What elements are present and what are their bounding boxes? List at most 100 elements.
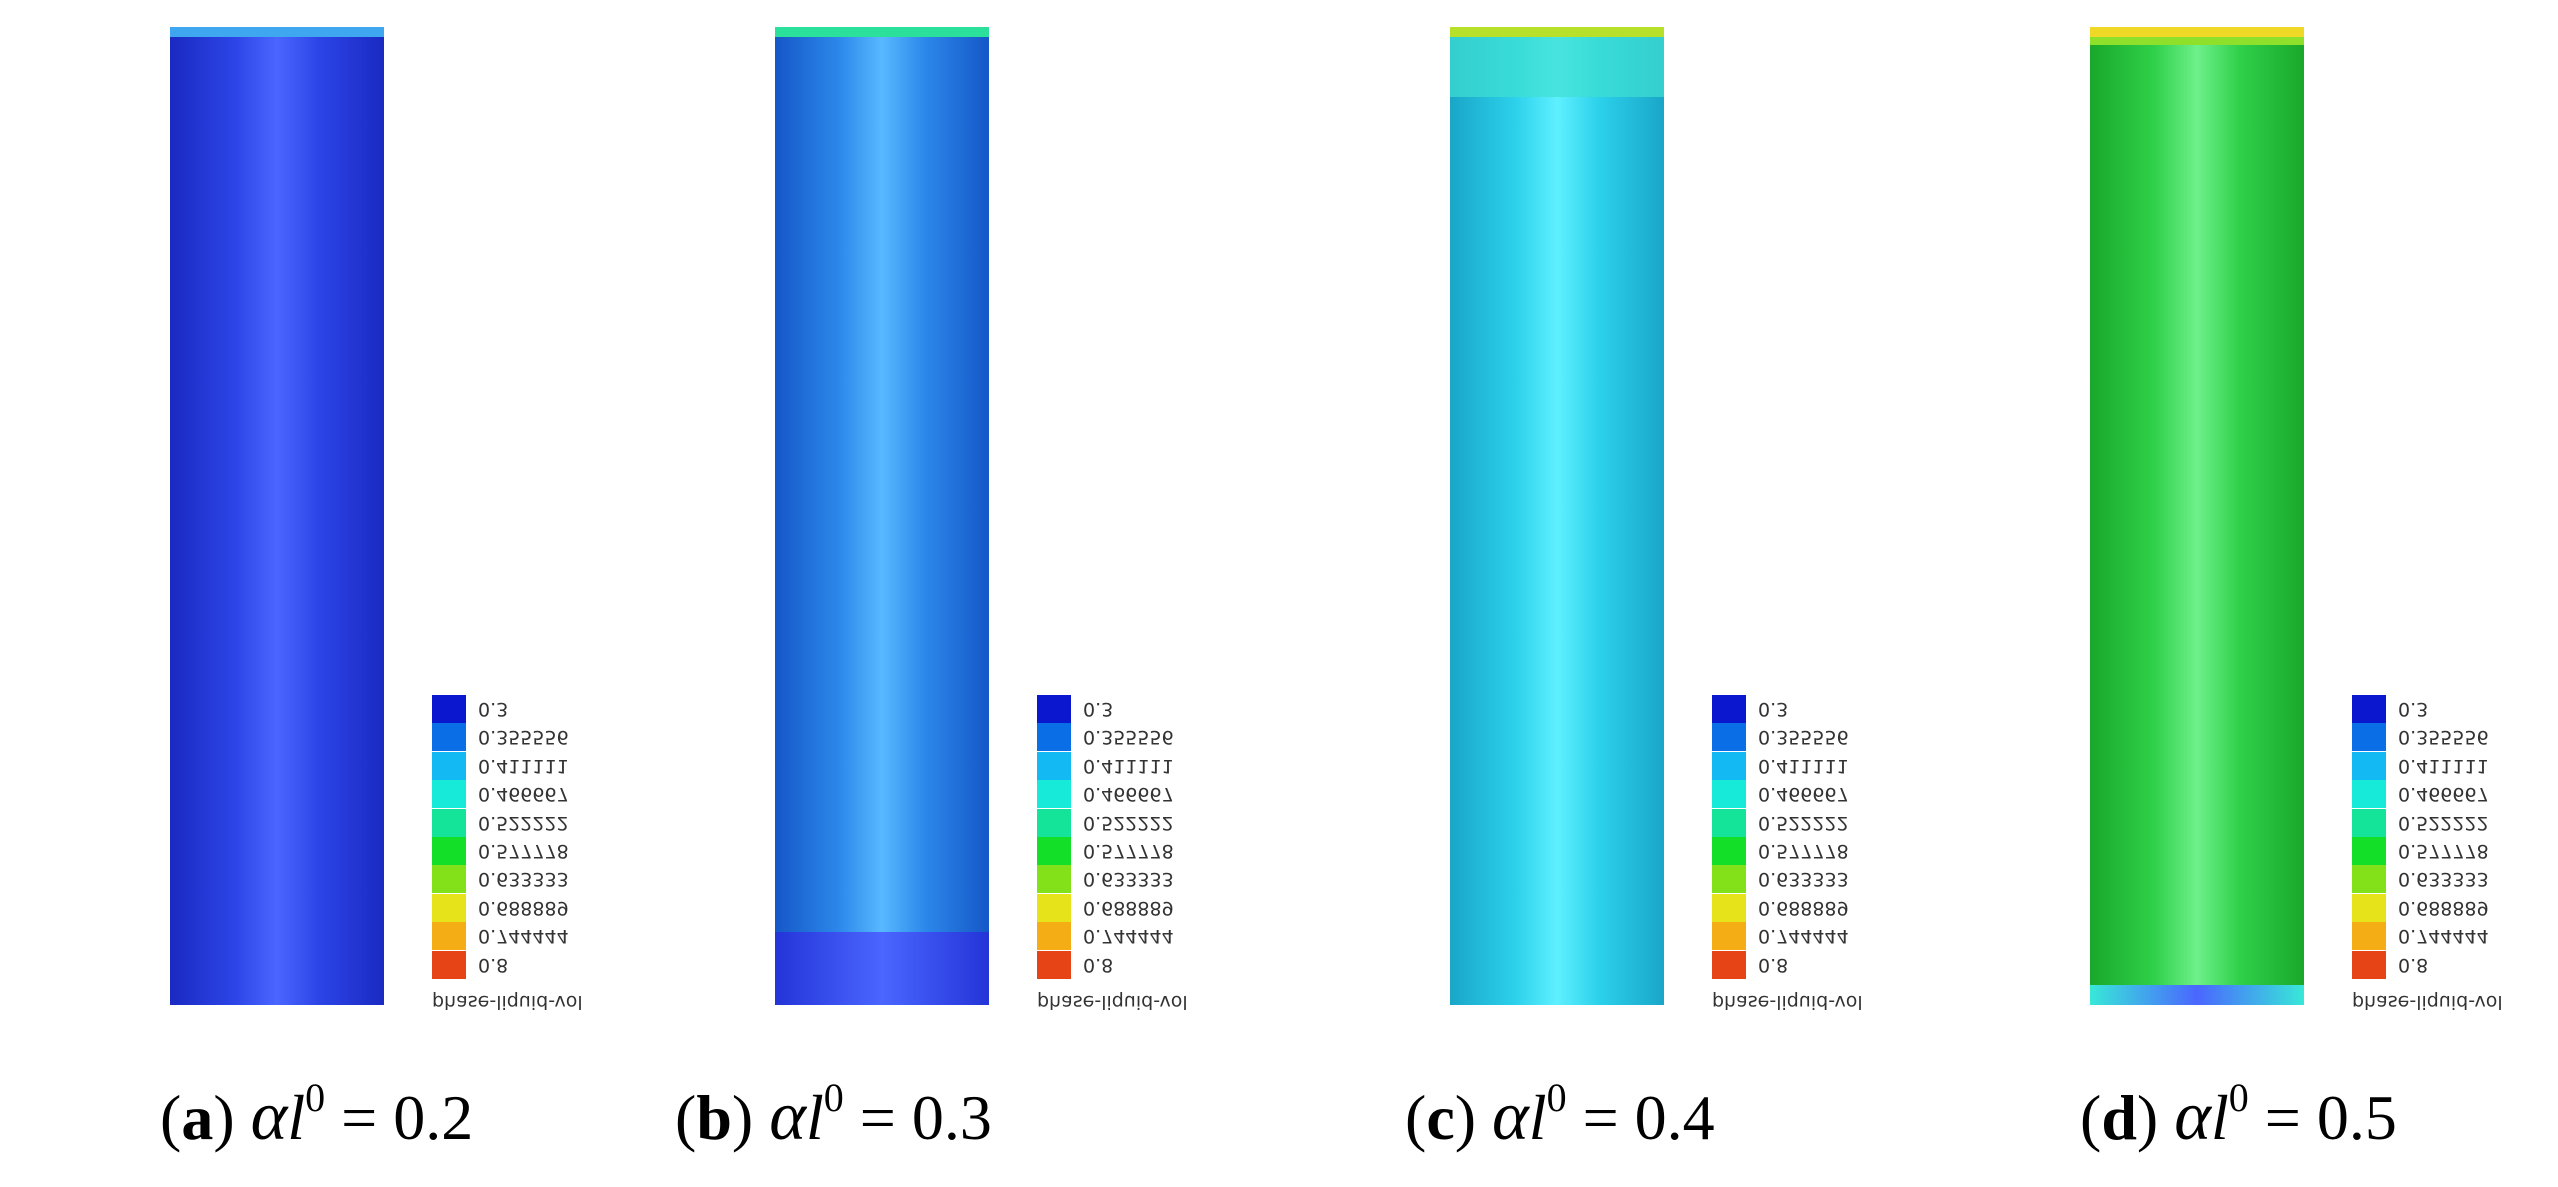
- legend-value: 0.577778: [1758, 839, 1849, 862]
- cylinder-contour: [775, 27, 989, 1005]
- legend-swatch: [1037, 808, 1071, 837]
- legend-swatch: [432, 922, 466, 951]
- legend-swatch: [2352, 950, 2386, 979]
- legend-swatch: [1037, 836, 1071, 865]
- legend-value: 0.411111: [478, 754, 569, 777]
- cylinder-body: [2090, 27, 2304, 1005]
- legend-value: 0.688889: [1083, 896, 1174, 919]
- legend-value: 0.633333: [1083, 868, 1174, 891]
- legend-swatch: [1712, 922, 1746, 951]
- cylinder-body: [170, 27, 384, 1005]
- legend-value: 0.466667: [1083, 783, 1174, 806]
- caption-d: (d) αl0 = 0.5: [2080, 1075, 2397, 1155]
- legend-swatch: [1037, 723, 1071, 752]
- legend-swatch: [2352, 922, 2386, 951]
- legend-value: 0.3: [1083, 698, 1114, 720]
- legend-value: 0.3: [478, 698, 509, 720]
- legend-swatch: [432, 836, 466, 865]
- legend-value: 0.8: [1758, 953, 1789, 976]
- legend-value: 0.744444: [2398, 925, 2489, 948]
- legend-swatch: [1712, 751, 1746, 780]
- legend-swatch: [2352, 695, 2386, 723]
- legend-value: 0.744444: [478, 925, 569, 948]
- legend-value: 0.688889: [1758, 896, 1849, 919]
- cylinder-top-cap: [1450, 27, 1664, 37]
- legend-swatch: [1712, 893, 1746, 922]
- legend-swatch: [2352, 893, 2386, 922]
- legend-swatch: [2352, 836, 2386, 865]
- legend-value: 0.355556: [2398, 726, 2489, 749]
- cylinder-bottom-band: [2090, 985, 2304, 1005]
- caption-a: (a) αl0 = 0.2: [160, 1075, 474, 1155]
- legend-value: 0.8: [1083, 953, 1114, 976]
- legend-value: 0.411111: [1083, 754, 1174, 777]
- legend-swatch: [1037, 865, 1071, 894]
- legend-title: phase-liquid-vol: [1037, 991, 1188, 1013]
- legend-value: 0.466667: [1758, 783, 1849, 806]
- legend-swatch: [432, 950, 466, 979]
- legend-value: 0.577778: [478, 839, 569, 862]
- cylinder-top-transition: [1450, 37, 1664, 97]
- panel-b: 0.3 0.355556 0.411111 0.466667 0.522222 0.577…: [675, 0, 1385, 1187]
- legend-swatch: [1712, 723, 1746, 752]
- legend-swatch: [432, 808, 466, 837]
- legend-value: 0.8: [478, 953, 509, 976]
- legend-value: 0.3: [1758, 698, 1789, 720]
- legend-value: 0.633333: [478, 868, 569, 891]
- legend-swatch: [2352, 780, 2386, 809]
- legend-swatch: [432, 865, 466, 894]
- cylinder-bottom-band: [775, 932, 989, 1005]
- legend-swatch: [1712, 808, 1746, 837]
- legend-swatch: [1712, 865, 1746, 894]
- legend-value: 0.8: [2398, 953, 2429, 976]
- legend-value: 0.355556: [1083, 726, 1174, 749]
- legend-swatch: [432, 751, 466, 780]
- legend-swatch: [1712, 780, 1746, 809]
- legend-value: 0.522222: [478, 811, 569, 834]
- legend-swatch: [2352, 808, 2386, 837]
- legend-swatch: [1712, 695, 1746, 723]
- legend-value: 0.744444: [1758, 925, 1849, 948]
- panel-c: 0.3 0.355556 0.411111 0.466667 0.522222 0.577…: [1405, 0, 2060, 1187]
- panel-a: 0.3 0.355556 0.411111 0.466667 0.522222 0.577…: [160, 0, 780, 1187]
- legend-value: 0.688889: [2398, 896, 2489, 919]
- legend-value: 0.633333: [2398, 868, 2489, 891]
- legend-value: 0.577778: [1083, 839, 1174, 862]
- legend-swatch: [1037, 922, 1071, 951]
- legend-swatch: [1712, 836, 1746, 865]
- legend-title: phase-liquid-vol: [432, 991, 583, 1013]
- legend-swatch: [2352, 751, 2386, 780]
- cylinder-body: [775, 27, 989, 932]
- legend-value: 0.744444: [1083, 925, 1174, 948]
- legend-value: 0.3: [2398, 698, 2429, 720]
- legend-value: 0.633333: [1758, 868, 1849, 891]
- cylinder-contour: [170, 27, 384, 1005]
- cylinder-contour: [2090, 27, 2304, 1005]
- legend-value: 0.577778: [2398, 839, 2489, 862]
- legend-value: 0.522222: [1083, 811, 1174, 834]
- legend-swatch: [1037, 695, 1071, 723]
- caption-b: (b) αl0 = 0.3: [675, 1075, 992, 1155]
- legend-swatch: [2352, 723, 2386, 752]
- panel-d: 0.3 0.355556 0.411111 0.466667 0.522222 0.577…: [2080, 0, 2558, 1187]
- legend-value: 0.355556: [478, 726, 569, 749]
- cylinder-top-cap: [2090, 27, 2304, 37]
- caption-c: (c) αl0 = 0.4: [1405, 1075, 1715, 1155]
- legend-swatch: [1037, 751, 1071, 780]
- cylinder-top-cap: [170, 27, 384, 37]
- legend-swatch: [1037, 950, 1071, 979]
- legend-swatch: [432, 780, 466, 809]
- cylinder-top-cap: [775, 27, 989, 37]
- legend-title: phase-liquid-vol: [1712, 991, 1863, 1013]
- legend-swatch: [2352, 865, 2386, 894]
- legend-value: 0.522222: [1758, 811, 1849, 834]
- legend-title: phase-liquid-vol: [2352, 991, 2503, 1013]
- legend-value: 0.466667: [478, 783, 569, 806]
- cylinder-top-transition: [2090, 37, 2304, 45]
- legend-value: 0.522222: [2398, 811, 2489, 834]
- legend-swatch: [1712, 950, 1746, 979]
- legend-swatch: [432, 893, 466, 922]
- legend-value: 0.466667: [2398, 783, 2489, 806]
- cylinder-contour: [1450, 27, 1664, 1005]
- legend-value: 0.688889: [478, 896, 569, 919]
